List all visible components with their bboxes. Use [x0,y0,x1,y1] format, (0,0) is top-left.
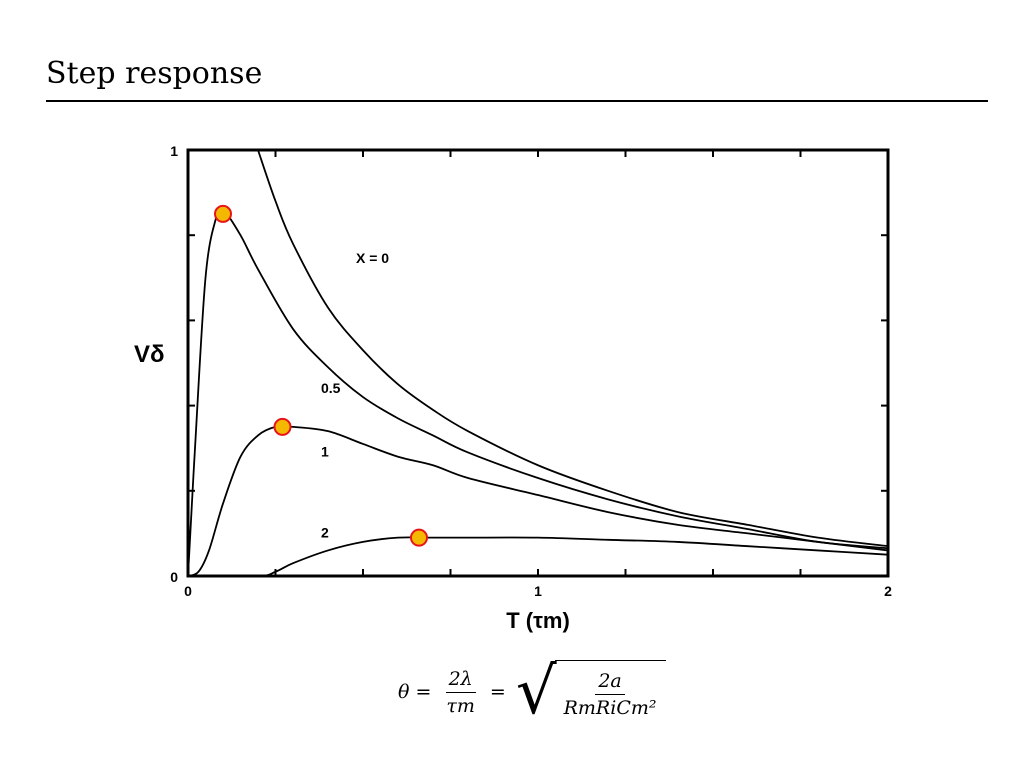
y-tick-label: 1 [170,143,178,159]
y-tick-label: 0 [170,569,178,585]
y-axis-label: Vδ [134,341,165,368]
curve-labels: X = 0 0.5 1 2 [321,250,389,541]
formula-square-root: √ 2a RmRiCm² [516,660,666,724]
x-tick-label: 2 [884,583,892,599]
formula-sqrt-numerator: 2a [595,670,625,695]
formula-theta: θ [398,681,410,703]
x-tick-label: 0 [184,583,192,599]
x-axis-label: T (τm) [506,608,570,633]
slide-title: Step response [46,56,263,91]
formula-sqrt-body: 2a RmRiCm² [554,660,666,724]
curves [187,149,889,578]
step-response-chart: X = 0 0.5 1 2 0 1 2 0 1 Vδ T (τm) [134,143,892,633]
plot-border [186,148,890,578]
curve-0 [257,149,889,548]
curve-label-1: 0.5 [321,380,341,396]
peak-marker-0 [214,204,232,223]
curve-3 [187,536,889,578]
curve-label-3: 2 [321,525,329,541]
axis-ticks [187,149,889,577]
formula-sqrt-denominator: RmRiCm² [563,697,657,719]
curve-label-0: X = 0 [356,250,389,266]
sqrt-sign-icon: √ [515,655,557,729]
theta-formula: θ = 2λ τm = √ 2a RmRiCm² [398,652,666,732]
curve-label-2: 1 [321,444,329,460]
tick-labels: 0 1 2 0 1 [170,143,892,599]
formula-equals-2: = [489,681,506,703]
x-tick-label: 1 [534,583,542,599]
peak-marker-1 [273,417,292,436]
plot-frame [186,148,890,578]
formula-sqrt-fraction: 2a RmRiCm² [561,670,660,719]
formula-fraction-denominator: τm [446,694,475,717]
title-underline [46,100,988,102]
formula-fraction: 2λ τm [443,668,478,717]
curve-1 [187,207,889,577]
peak-markers [214,204,428,547]
peak-marker-2 [410,528,428,547]
formula-fraction-numerator: 2λ [445,668,476,693]
formula-equals-1: = [415,681,432,703]
curve-2 [187,425,889,577]
